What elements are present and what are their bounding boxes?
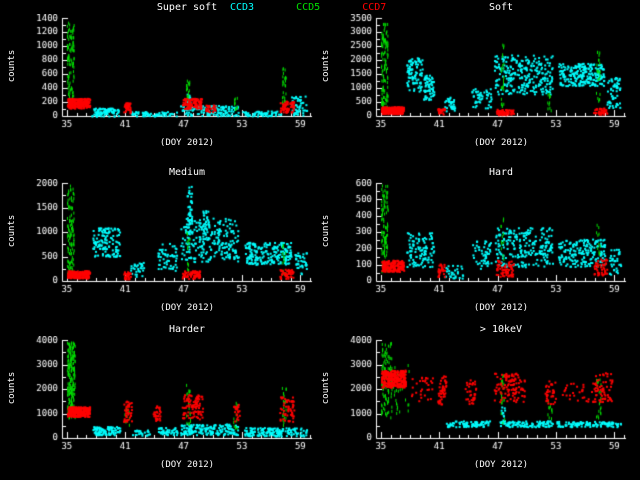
- x-axis-label: (DOY 2012): [473, 460, 529, 470]
- panel-medium: Medium counts (DOY 2012): [7, 166, 318, 324]
- panel-hard: Hard counts (DOY 2012): [321, 166, 632, 324]
- scatter-canvas: [18, 336, 318, 460]
- panel-super-soft: Super soft counts (DOY 2012): [7, 1, 318, 159]
- y-axis-label: counts: [7, 214, 17, 248]
- x-axis-label: (DOY 2012): [159, 303, 215, 313]
- panel-harder: Harder counts (DOY 2012): [7, 323, 318, 480]
- y-axis-label: counts: [321, 371, 331, 405]
- panel-title: > 10keV: [479, 324, 523, 335]
- scatter-canvas: [18, 179, 318, 303]
- scatter-canvas: [332, 336, 632, 460]
- legend-item-ccd3: CCD3: [230, 2, 255, 13]
- panel-gt10kev: > 10keV counts (DOY 2012): [321, 323, 632, 480]
- scatter-canvas: [332, 179, 632, 303]
- y-axis-label: counts: [321, 214, 331, 248]
- x-axis-label: (DOY 2012): [159, 138, 215, 148]
- x-axis-label: (DOY 2012): [473, 303, 529, 313]
- legend: CCD3 CCD5 CCD7: [230, 1, 428, 14]
- x-axis-label: (DOY 2012): [159, 460, 215, 470]
- legend-item-ccd7: CCD7: [362, 2, 387, 13]
- y-axis-label: counts: [7, 49, 17, 83]
- panel-title: Hard: [488, 167, 514, 178]
- panel-title: Super soft: [156, 2, 218, 13]
- scatter-canvas: [18, 14, 318, 138]
- x-axis-label: (DOY 2012): [473, 138, 529, 148]
- panel-soft: Soft counts (DOY 2012): [321, 1, 632, 159]
- scatter-canvas: [332, 14, 632, 138]
- legend-item-ccd5: CCD5: [296, 2, 321, 13]
- y-axis-label: counts: [321, 49, 331, 83]
- panel-title: Medium: [168, 167, 206, 178]
- panel-title: Soft: [488, 2, 514, 13]
- panel-title: Harder: [168, 324, 206, 335]
- y-axis-label: counts: [7, 371, 17, 405]
